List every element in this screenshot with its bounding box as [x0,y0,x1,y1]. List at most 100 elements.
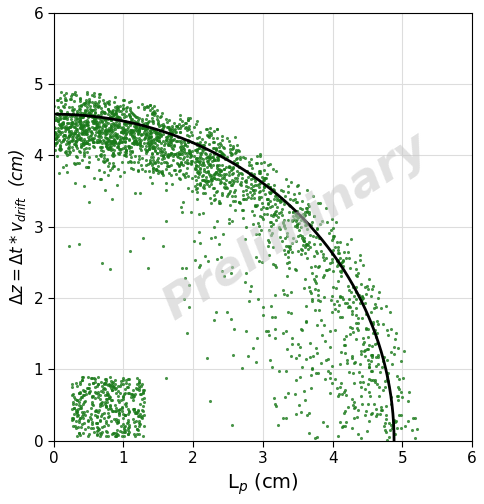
Point [159,152,166,160]
Point [180,155,187,163]
Point [91,419,99,427]
Point [80,150,88,158]
Point [300,387,307,395]
Point [119,410,126,418]
Point [238,206,246,214]
Point [157,131,165,139]
Point [141,128,149,136]
Point [350,398,358,406]
Point [138,411,146,419]
Point [67,92,75,100]
Point [95,126,103,134]
Point [284,389,292,397]
Point [125,110,133,118]
Point [111,401,119,409]
Point [282,367,289,375]
Point [114,103,121,111]
Point [73,115,81,123]
Point [80,391,88,399]
Point [61,127,69,135]
Point [206,195,213,203]
Point [266,183,274,192]
Point [110,123,118,131]
Point [192,176,199,184]
Point [270,210,278,218]
Point [75,401,83,409]
Point [338,390,346,398]
Point [90,111,98,119]
Point [82,121,90,129]
Point [84,432,92,440]
Point [113,429,121,437]
Point [284,273,291,281]
Point [308,269,316,277]
Point [364,380,372,388]
Point [394,384,402,392]
Point [95,111,103,119]
Point [192,155,199,163]
Point [302,221,310,229]
Point [106,113,114,121]
Point [102,402,110,410]
Point [228,165,236,173]
Point [260,176,268,184]
Point [334,256,342,264]
Point [195,162,202,170]
Point [60,110,67,118]
Point [91,112,98,120]
Point [350,359,358,367]
Point [340,341,348,349]
Point [57,146,64,154]
Point [200,184,208,193]
Point [136,127,143,135]
Point [404,397,411,405]
Point [180,295,188,303]
Point [167,129,175,137]
Point [225,168,233,176]
Point [88,392,95,400]
Point [227,163,234,171]
Point [95,135,103,143]
Point [156,113,164,121]
Point [97,115,105,123]
Point [365,375,373,383]
Point [242,223,250,231]
Point [133,121,140,129]
Point [254,219,261,227]
Point [225,171,233,179]
Point [310,212,318,220]
Point [335,249,343,257]
Point [166,135,174,143]
Point [219,143,227,151]
Point [166,127,174,135]
Point [106,380,113,388]
Point [381,383,389,391]
Point [65,242,73,250]
Point [154,162,162,170]
Point [345,368,353,376]
Point [272,191,280,199]
Point [101,400,108,408]
Point [361,338,368,346]
Point [79,400,87,408]
Point [269,212,276,220]
Point [353,413,361,421]
Point [90,135,97,143]
Point [269,243,276,251]
Point [71,120,79,128]
Point [333,258,341,266]
Point [93,138,101,146]
Point [89,420,96,428]
Point [399,374,407,382]
Point [146,126,154,134]
Point [149,166,157,174]
Point [105,394,113,402]
Point [92,389,100,397]
Point [231,197,239,205]
Point [124,416,132,424]
Point [329,283,336,291]
Point [84,100,92,108]
Point [159,137,167,145]
Point [111,109,119,117]
Point [74,110,81,118]
